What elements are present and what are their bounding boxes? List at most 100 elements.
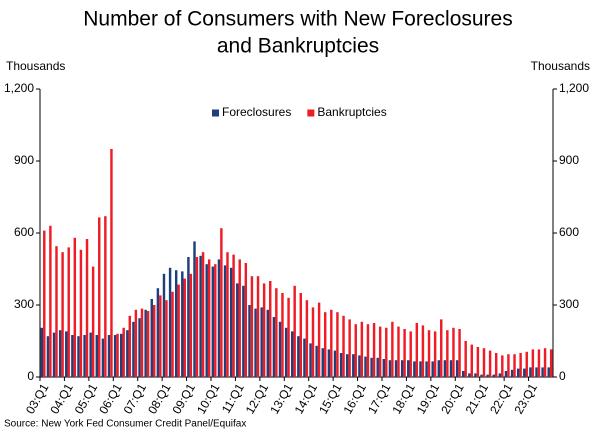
bar — [407, 360, 410, 377]
bar — [101, 338, 105, 377]
bar — [189, 273, 193, 377]
bar — [352, 354, 355, 377]
y-tick-label: 300 — [14, 297, 34, 311]
bar — [266, 309, 270, 377]
bar — [452, 327, 455, 377]
bar — [126, 330, 129, 377]
bar — [549, 349, 553, 377]
x-tick-label: 12:Q1 — [243, 381, 272, 417]
bar — [360, 321, 364, 377]
bar — [236, 283, 239, 377]
bar — [134, 309, 138, 377]
bar — [315, 345, 318, 377]
bar — [104, 216, 107, 377]
bar — [61, 252, 64, 377]
bar — [52, 332, 56, 377]
bar — [455, 360, 459, 377]
bar — [150, 299, 153, 377]
bar — [55, 246, 58, 377]
legend-swatch — [307, 109, 315, 117]
y-axis-label: Thousands — [6, 59, 65, 73]
x-tick-label: 05:Q1 — [72, 381, 101, 417]
bar — [476, 347, 480, 377]
bar — [516, 368, 520, 377]
bar — [174, 270, 178, 377]
x-tick-label: 06:Q1 — [96, 381, 125, 417]
bar — [207, 259, 211, 377]
bar — [305, 300, 309, 377]
bar — [284, 327, 288, 377]
bar — [156, 288, 160, 377]
x-tick-label: 23:Q1 — [511, 381, 540, 417]
bar — [49, 225, 52, 377]
y2-tick-label: 900 — [559, 153, 579, 167]
bar — [146, 311, 150, 377]
bar — [116, 333, 119, 377]
bar — [523, 368, 526, 377]
bar — [543, 348, 547, 377]
x-tick-label: 03:Q1 — [23, 381, 52, 417]
bar — [394, 360, 398, 377]
bar — [400, 360, 404, 377]
bar — [358, 355, 361, 377]
bar — [492, 374, 495, 377]
y-tick-label: 1,200 — [4, 81, 34, 95]
bar — [77, 336, 80, 377]
bar — [214, 264, 217, 377]
bar — [388, 360, 392, 377]
bar — [415, 323, 419, 377]
bar — [541, 367, 544, 377]
bar — [220, 228, 223, 377]
x-tick-label: 21:Q1 — [463, 381, 492, 417]
bar — [193, 241, 196, 377]
bar — [425, 361, 428, 377]
bar — [366, 324, 370, 377]
bar — [238, 259, 241, 377]
bar — [440, 319, 443, 377]
bar — [480, 374, 483, 377]
bar — [413, 361, 416, 377]
bar — [494, 353, 498, 377]
bar — [531, 349, 535, 377]
legend-label: Foreclosures — [222, 105, 291, 119]
bar — [537, 349, 541, 377]
bar — [342, 315, 345, 377]
bar — [321, 348, 324, 377]
bar — [132, 321, 135, 377]
bar — [385, 327, 388, 377]
bar — [507, 354, 510, 377]
bar — [330, 309, 333, 377]
bar — [201, 252, 205, 377]
bar — [525, 351, 528, 377]
bar — [323, 312, 327, 377]
bar — [187, 257, 190, 377]
bar — [256, 276, 260, 377]
y2-tick-label: 300 — [559, 297, 579, 311]
bar — [474, 373, 477, 377]
bar — [122, 327, 125, 377]
bar — [242, 285, 245, 377]
bar — [181, 271, 184, 377]
bar — [510, 369, 514, 377]
bar — [348, 319, 351, 377]
legend-label: Bankruptcies — [317, 105, 386, 119]
bar — [168, 267, 172, 377]
bar — [205, 264, 208, 377]
bar — [113, 335, 117, 377]
bar — [272, 317, 276, 377]
bar — [244, 263, 248, 377]
bar — [107, 335, 111, 377]
bar — [79, 249, 83, 377]
bar — [309, 343, 312, 377]
x-tick-label: 13:Q1 — [267, 381, 296, 417]
bar — [421, 325, 425, 377]
bar — [311, 307, 315, 377]
x-tick-label: 08:Q1 — [145, 381, 174, 417]
bar — [488, 350, 492, 377]
bar — [91, 266, 95, 377]
y2-tick-label: 1,200 — [559, 81, 589, 95]
chart-title: and Bankruptcies — [217, 35, 379, 58]
bar — [177, 284, 180, 377]
x-tick-label: 19:Q1 — [414, 381, 443, 417]
